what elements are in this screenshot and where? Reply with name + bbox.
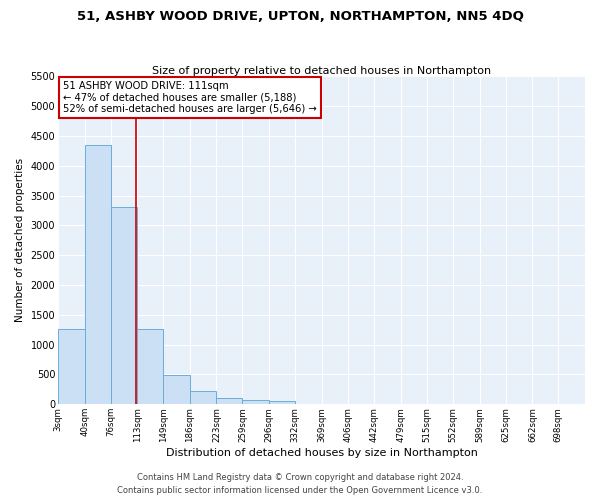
Bar: [58, 328, 85, 404]
Bar: [110, 208, 137, 404]
Bar: [190, 391, 217, 404]
Bar: [163, 375, 190, 404]
Text: 51, ASHBY WOOD DRIVE, UPTON, NORTHAMPTON, NN5 4DQ: 51, ASHBY WOOD DRIVE, UPTON, NORTHAMPTON…: [77, 10, 523, 23]
Bar: [269, 401, 295, 404]
Title: Size of property relative to detached houses in Northampton: Size of property relative to detached ho…: [152, 66, 491, 76]
Bar: [85, 145, 110, 405]
Bar: [217, 398, 242, 404]
Text: Contains HM Land Registry data © Crown copyright and database right 2024.
Contai: Contains HM Land Registry data © Crown c…: [118, 474, 482, 495]
Bar: [242, 400, 269, 404]
Text: 51 ASHBY WOOD DRIVE: 111sqm
← 47% of detached houses are smaller (5,188)
52% of : 51 ASHBY WOOD DRIVE: 111sqm ← 47% of det…: [64, 81, 317, 114]
Bar: [137, 328, 163, 404]
X-axis label: Distribution of detached houses by size in Northampton: Distribution of detached houses by size …: [166, 448, 478, 458]
Y-axis label: Number of detached properties: Number of detached properties: [15, 158, 25, 322]
